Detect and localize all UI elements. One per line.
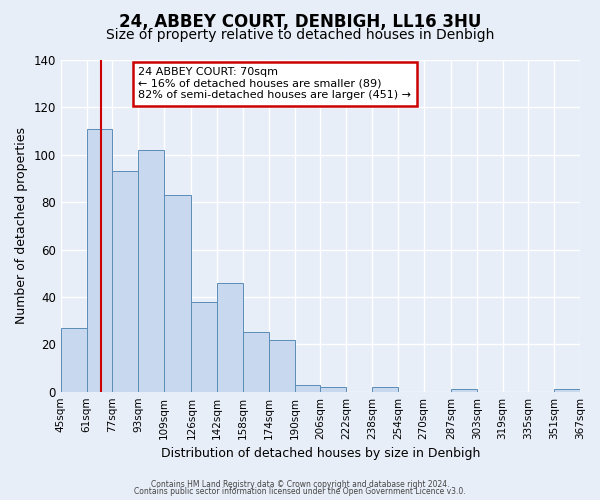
Bar xyxy=(372,387,398,392)
Bar xyxy=(320,387,346,392)
Y-axis label: Number of detached properties: Number of detached properties xyxy=(15,128,28,324)
Bar xyxy=(554,390,580,392)
Bar xyxy=(138,150,164,392)
Bar xyxy=(217,282,243,392)
Bar xyxy=(164,195,191,392)
X-axis label: Distribution of detached houses by size in Denbigh: Distribution of detached houses by size … xyxy=(161,447,480,460)
Bar xyxy=(243,332,269,392)
Text: Contains public sector information licensed under the Open Government Licence v3: Contains public sector information licen… xyxy=(134,487,466,496)
Bar xyxy=(86,128,112,392)
Bar xyxy=(295,384,320,392)
Text: 24 ABBEY COURT: 70sqm
← 16% of detached houses are smaller (89)
82% of semi-deta: 24 ABBEY COURT: 70sqm ← 16% of detached … xyxy=(138,67,411,100)
Bar xyxy=(112,172,138,392)
Bar xyxy=(269,340,295,392)
Text: Size of property relative to detached houses in Denbigh: Size of property relative to detached ho… xyxy=(106,28,494,42)
Bar xyxy=(451,390,477,392)
Bar xyxy=(191,302,217,392)
Text: Contains HM Land Registry data © Crown copyright and database right 2024.: Contains HM Land Registry data © Crown c… xyxy=(151,480,449,489)
Bar xyxy=(61,328,86,392)
Text: 24, ABBEY COURT, DENBIGH, LL16 3HU: 24, ABBEY COURT, DENBIGH, LL16 3HU xyxy=(119,12,481,30)
